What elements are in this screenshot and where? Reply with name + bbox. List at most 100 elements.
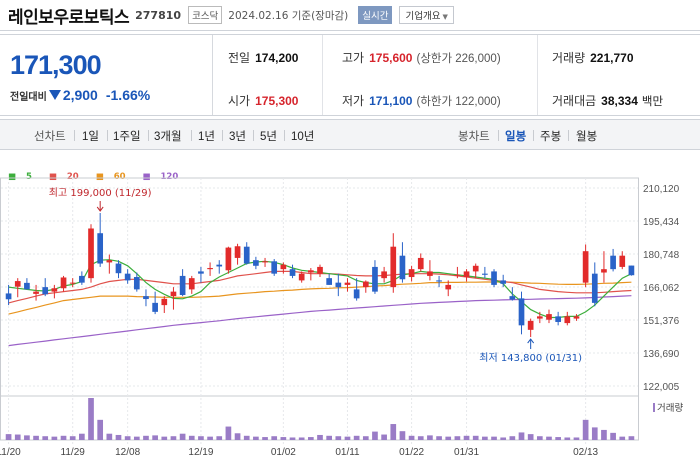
candle-body — [555, 316, 561, 322]
volume-bar — [500, 437, 507, 440]
volume-bar — [97, 419, 104, 440]
candle-body — [582, 251, 589, 283]
tab-10y[interactable]: 10년 — [291, 131, 315, 143]
tab-3y[interactable]: 3년 — [229, 131, 246, 143]
stock-header: 레인보우로보틱스 277810 코스닥 2024.02.16 기준(장마감) 실… — [0, 0, 700, 31]
x-tick-label: 01/11 — [335, 447, 360, 458]
period-bar: 선차트 1일 1주일 3개월 1년 3년 5년 10년 봉차트 일봉 주봉 월봉 — [0, 119, 700, 150]
volume-bar — [170, 436, 177, 440]
candle-body — [344, 282, 351, 285]
company-info-dropdown[interactable]: 기업개요 ▼ — [399, 6, 454, 24]
volume-bar — [372, 431, 378, 440]
candle-body — [509, 296, 516, 300]
candle-body — [133, 277, 140, 290]
high-annotation: 최고 199,000 (11/29) — [49, 187, 152, 199]
candle-body — [308, 270, 314, 273]
candle-body — [198, 271, 204, 274]
x-tick-label: 01/22 — [399, 447, 424, 458]
realtime-button[interactable]: 실시간 — [358, 6, 393, 24]
volume-bar — [5, 434, 12, 440]
volume-bar — [243, 435, 250, 440]
y-tick-label: 151,376 — [643, 316, 680, 327]
volume-bar — [69, 436, 76, 440]
ma60-legend-label: 60 — [113, 172, 126, 182]
candle-body — [601, 269, 607, 273]
volume-bar — [143, 435, 149, 440]
price-summary: 171,300 전일대비 2,900 -1.66% 전일 174,200 고가 17… — [0, 34, 700, 116]
candle-body — [14, 281, 21, 287]
volume-bar — [161, 436, 168, 440]
ma120-swatch: ■ — [142, 172, 151, 182]
ma5-legend: ■ 5 — [8, 172, 39, 182]
tab-weekly[interactable]: 주봉 — [540, 131, 562, 143]
volume-bar — [179, 433, 186, 440]
candle-body — [88, 228, 94, 279]
low-annotation: 최저 143,800 (01/31) — [479, 352, 582, 364]
tab-1y[interactable]: 1년 — [198, 131, 215, 143]
tab-1w[interactable]: 1주일 — [113, 131, 141, 143]
open-value: 175,300 — [255, 94, 299, 108]
candle-body — [97, 233, 104, 264]
line-chart-label: 선차트 — [34, 131, 66, 143]
candle-body — [79, 275, 85, 283]
candle-body — [115, 263, 122, 274]
high-cell: 고가 175,600 (상한가 226,000) — [342, 49, 501, 66]
volume-bar — [591, 427, 598, 440]
volume-bar — [133, 436, 140, 440]
candle-body — [317, 266, 323, 274]
volume-bar — [298, 437, 305, 440]
volume-bar — [527, 434, 534, 440]
candle-body — [243, 246, 250, 264]
candle-body — [298, 273, 305, 281]
candle-body — [472, 265, 479, 272]
high-label: 고가 — [342, 51, 365, 65]
candle-body — [546, 314, 552, 320]
stock-name: 레인보우로보틱스 — [8, 7, 130, 28]
volume-bar — [234, 433, 241, 440]
volume-bar — [225, 426, 232, 440]
volume-bar — [188, 435, 195, 440]
y-tick-label: 166,062 — [643, 283, 680, 294]
volume-bar — [280, 437, 287, 440]
candle-body — [188, 278, 195, 290]
divider — [498, 130, 499, 141]
candle-body — [24, 282, 30, 290]
x-tick-label: 12/08 — [115, 447, 140, 458]
current-price-panel: 171,300 전일대비 2,900 -1.66% — [0, 35, 213, 115]
tab-1d[interactable]: 1일 — [82, 131, 99, 143]
tab-daily[interactable]: 일봉 — [505, 131, 527, 143]
price-chart[interactable]: 210,120 195,434 180,748 166,062 151,376 136,6… — [0, 150, 700, 462]
volume-bar — [115, 434, 122, 440]
ma120-legend: ■ 120 — [143, 172, 186, 182]
volume-value: 221,770 — [590, 51, 634, 65]
candle-body — [326, 278, 332, 285]
candle-body — [69, 282, 76, 284]
volume-bar — [564, 437, 571, 440]
amount-label: 거래대금 — [552, 94, 597, 108]
volume-bar — [518, 432, 525, 440]
volume-bar — [124, 436, 131, 440]
candle-body — [225, 247, 232, 271]
candle-body — [628, 265, 635, 276]
volume-bar — [491, 436, 497, 440]
volume-bar — [582, 419, 589, 440]
candle-body — [390, 246, 397, 288]
candle-body — [124, 273, 131, 281]
open-cell: 시가 175,300 — [228, 92, 298, 109]
volume-legend-swatch — [653, 403, 655, 412]
tab-5y[interactable]: 5년 — [260, 131, 277, 143]
volume-bar — [390, 424, 397, 440]
volume-bar — [207, 436, 213, 440]
tab-3m[interactable]: 3개월 — [154, 131, 182, 143]
chart-canvas[interactable]: 210,120 195,434 180,748 166,062 151,376 136,6… — [0, 150, 700, 462]
volume-bar — [509, 436, 516, 440]
candle-body — [234, 246, 241, 258]
candle-body — [271, 261, 278, 274]
market-badge: 코스닥 — [188, 6, 223, 24]
tab-monthly[interactable]: 월봉 — [576, 131, 598, 143]
lower-limit: (하한가 122,000) — [416, 96, 501, 108]
candle-body — [500, 280, 507, 284]
candle-body — [518, 298, 525, 326]
volume-area-frame — [0, 395, 639, 441]
candle-body — [170, 291, 177, 297]
